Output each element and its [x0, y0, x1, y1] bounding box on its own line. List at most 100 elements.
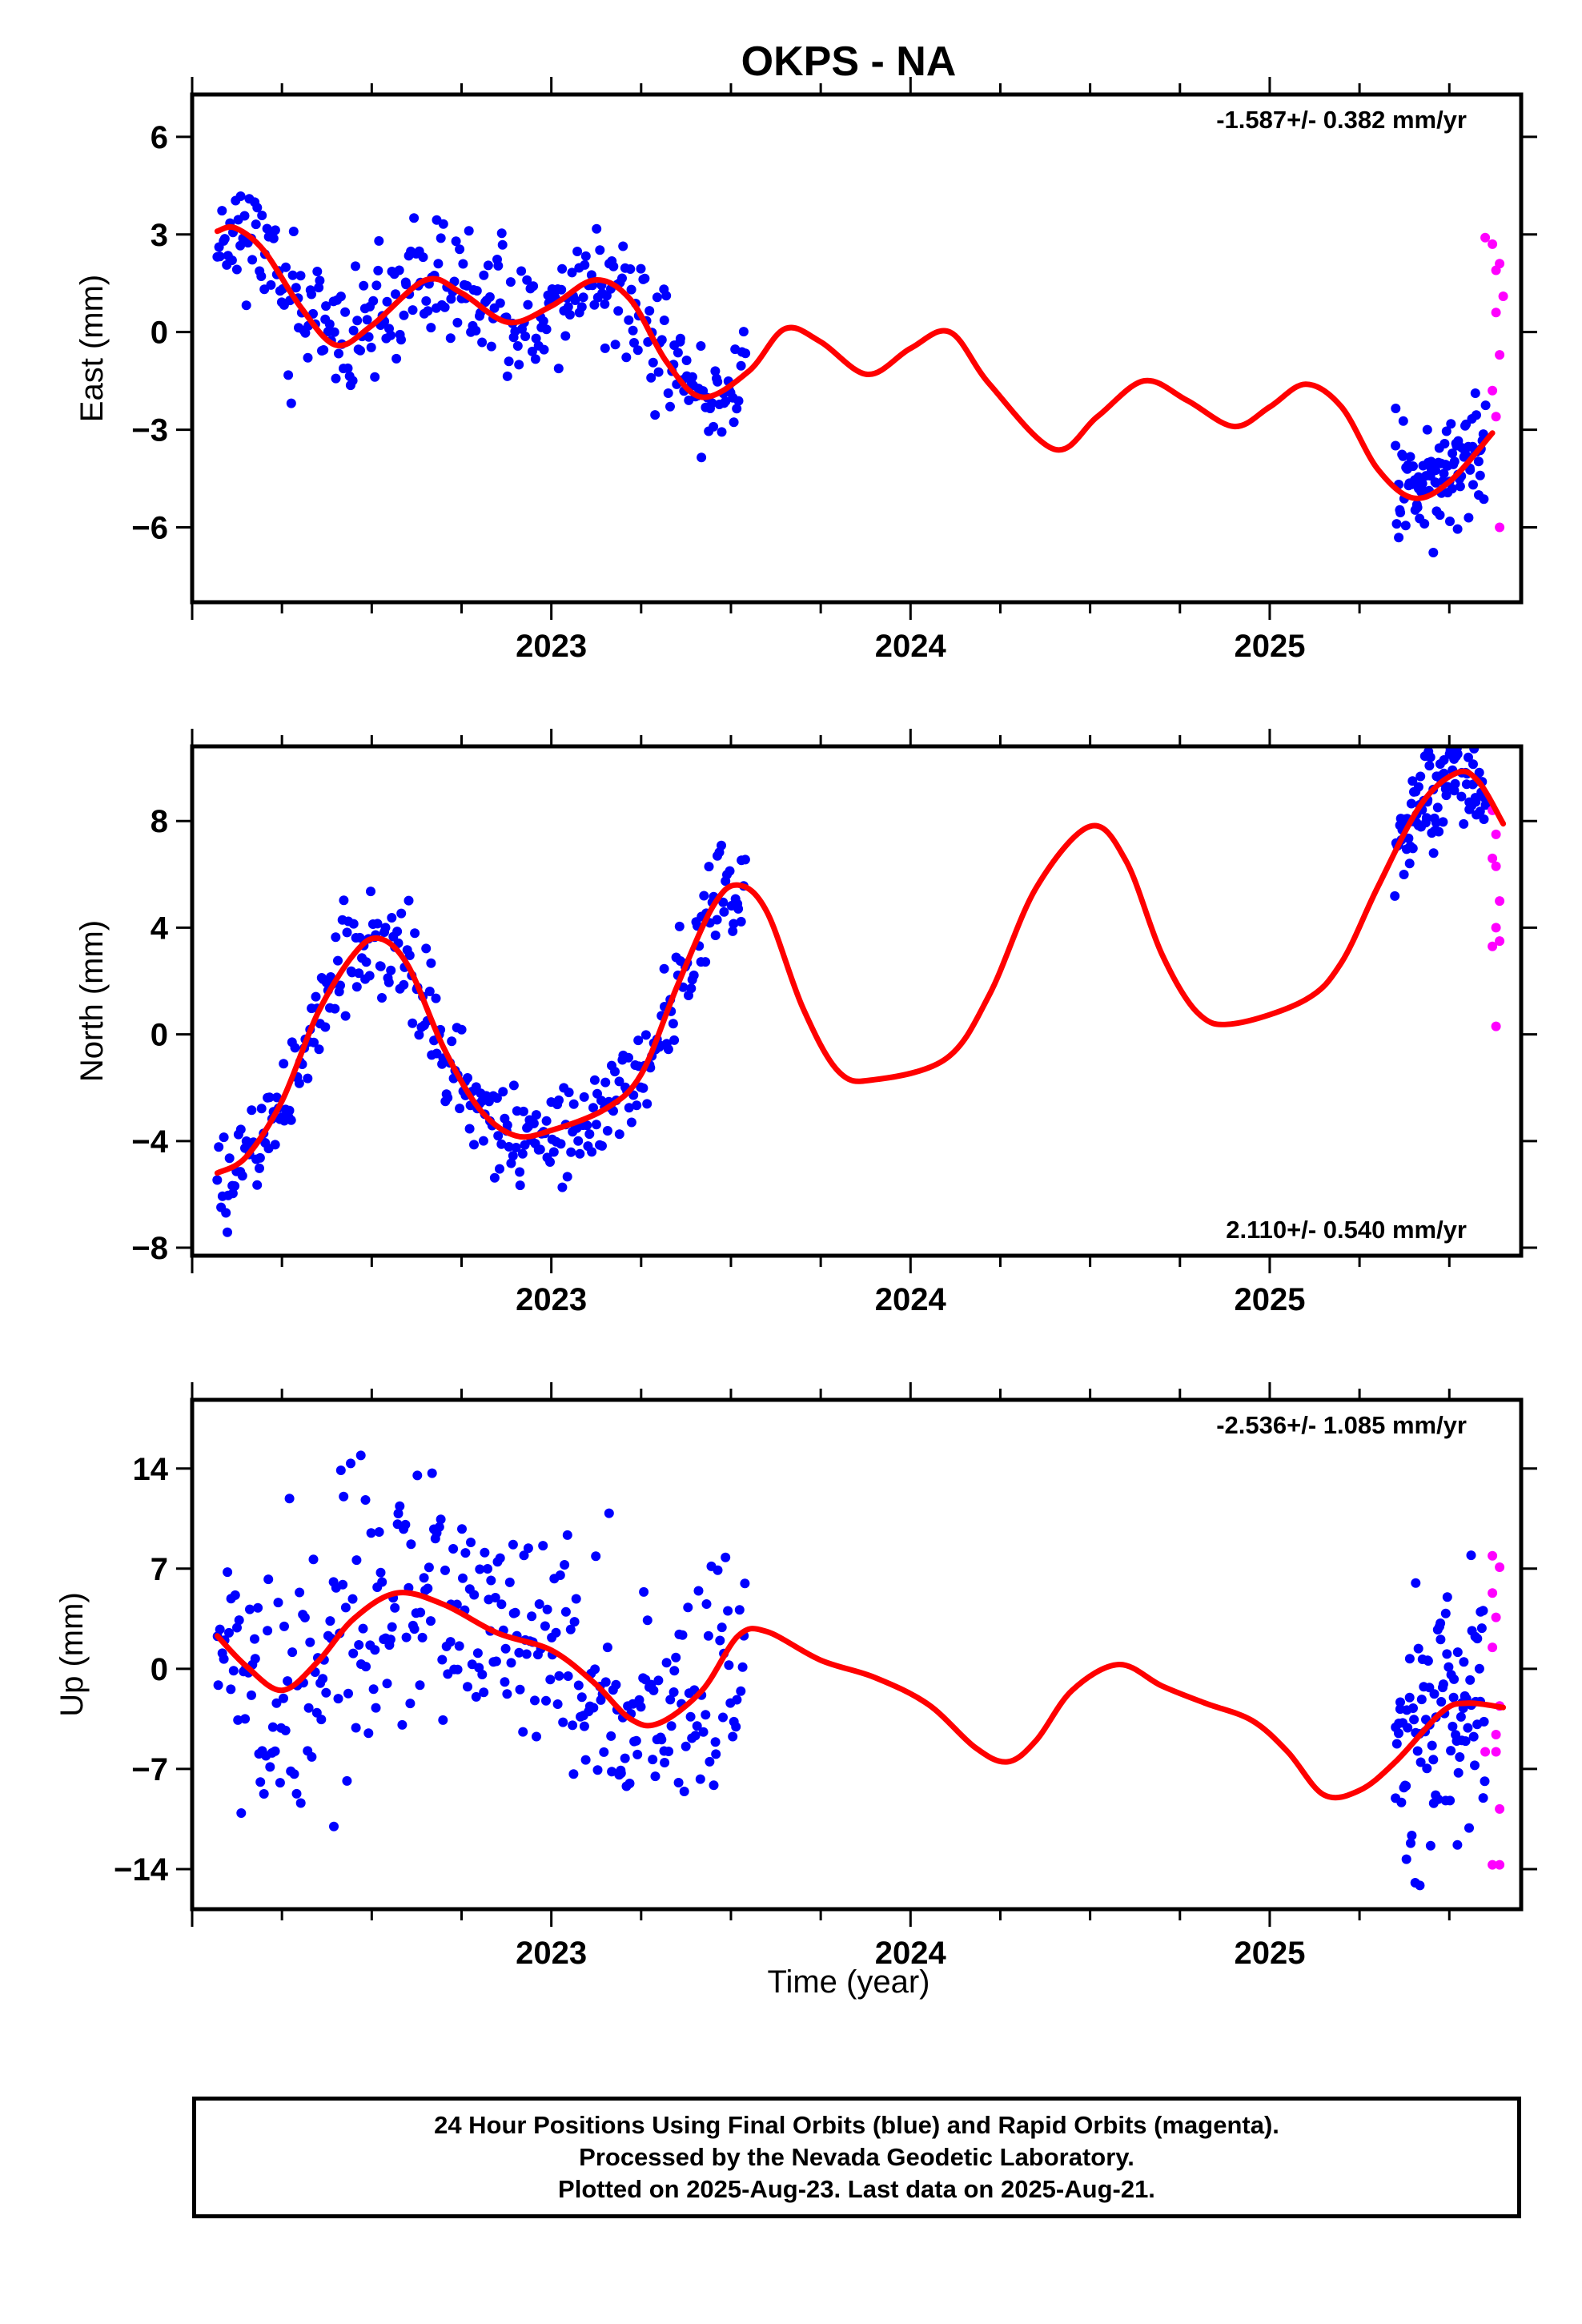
north-final-point — [591, 1120, 601, 1130]
up-final-point — [636, 1702, 646, 1712]
north-final-point — [633, 1035, 644, 1046]
up-final-point — [573, 1680, 584, 1691]
up-final-point — [565, 1624, 576, 1634]
east-final-point — [493, 260, 504, 271]
east-final-point — [251, 219, 261, 230]
north-final-point — [375, 961, 386, 971]
east-final-point — [409, 213, 420, 223]
up-final-point — [223, 1567, 233, 1578]
north-final-point — [1434, 826, 1444, 837]
up-final-point — [1480, 1776, 1490, 1787]
east-x-tick-label: 2025 — [1234, 629, 1305, 664]
up-final-point — [632, 1749, 643, 1759]
up-final-point — [558, 1717, 568, 1727]
north-final-point — [686, 983, 697, 994]
up-final-point — [436, 1514, 446, 1525]
east-final-point — [355, 345, 365, 356]
up-final-point — [340, 1602, 351, 1613]
up-final-point — [417, 1632, 428, 1642]
north-final-point — [330, 1003, 340, 1014]
north-final-point — [1464, 752, 1473, 762]
east-final-point — [1446, 419, 1456, 429]
up-final-point — [1456, 1711, 1466, 1722]
up-final-point — [284, 1494, 295, 1504]
east-final-point — [1470, 388, 1480, 398]
east-final-point — [1394, 533, 1404, 543]
north-model-curve — [214, 768, 1507, 1176]
up-final-point — [1446, 1746, 1456, 1756]
north-final-point — [712, 915, 722, 925]
east-final-point — [613, 306, 624, 316]
up-final-point — [554, 1671, 564, 1681]
up-final-point — [434, 1522, 444, 1532]
up-final-point — [1401, 1781, 1411, 1791]
east-final-point — [362, 315, 372, 325]
north-final-point — [1438, 817, 1448, 827]
east-rate-label: -1.587+/- 0.382 mm/yr — [1216, 106, 1467, 134]
up-final-point — [479, 1687, 489, 1698]
up-final-point — [347, 1594, 358, 1604]
north-final-point — [342, 927, 352, 938]
north-final-point — [638, 1083, 648, 1093]
east-final-point — [363, 332, 374, 342]
up-final-point — [437, 1655, 448, 1665]
up-final-point — [267, 1722, 278, 1732]
up-final-point — [452, 1664, 463, 1675]
north-panel: 2023 2024 2025 −8 −4 0 4 8 North (mm) 2.110+/- 0.… — [74, 729, 1537, 1317]
up-final-point — [445, 1637, 456, 1647]
up-final-point — [280, 1725, 291, 1735]
north-final-point — [573, 1136, 584, 1146]
north-final-point — [668, 1019, 678, 1029]
up-final-point — [666, 1721, 677, 1731]
north-frame — [190, 744, 1524, 1258]
up-final-point — [271, 1698, 282, 1708]
up-y-tick-label: 7 — [151, 1552, 168, 1587]
east-final-point — [644, 306, 655, 316]
up-final-point — [397, 1719, 408, 1730]
east-final-point — [370, 372, 380, 382]
up-final-point — [721, 1552, 731, 1562]
east-final-point — [713, 376, 723, 387]
up-final-point — [562, 1530, 572, 1540]
north-final-point — [582, 1120, 592, 1131]
north-y-axis-label: North (mm) — [74, 920, 110, 1082]
up-final-point — [1465, 1675, 1476, 1685]
east-final-point — [556, 284, 567, 295]
up-final-point — [604, 1508, 614, 1518]
east-final-point — [527, 346, 537, 356]
east-final-point — [1431, 465, 1440, 476]
north-final-point — [602, 1126, 612, 1136]
east-final-point — [324, 319, 335, 329]
up-final-point — [406, 1539, 416, 1550]
east-final-point — [621, 352, 632, 363]
up-final-point — [491, 1656, 501, 1667]
north-final-point — [1441, 790, 1452, 801]
north-final-point — [264, 1092, 275, 1103]
up-final-point — [275, 1778, 285, 1788]
north-final-point — [1406, 798, 1416, 809]
up-final-point — [287, 1647, 298, 1658]
north-final-point — [219, 1132, 229, 1143]
east-final-point — [717, 427, 727, 437]
up-final-point — [1452, 1647, 1463, 1658]
east-final-point — [477, 337, 488, 348]
up-final-point — [1440, 1608, 1451, 1618]
up-final-point — [263, 1626, 273, 1636]
north-final-point — [626, 1117, 636, 1128]
up-final-point — [534, 1599, 544, 1609]
up-final-point — [295, 1798, 306, 1808]
up-final-point — [1404, 1692, 1415, 1703]
north-final-point — [508, 1080, 519, 1091]
east-final-point — [295, 271, 306, 281]
north-final-point — [717, 840, 726, 850]
north-final-point — [1452, 749, 1463, 759]
up-final-point — [358, 1623, 368, 1634]
east-final-point — [617, 273, 627, 283]
up-final-point — [1455, 1752, 1465, 1762]
up-final-point — [354, 1640, 364, 1650]
east-final-point — [219, 234, 230, 244]
east-final-point — [648, 357, 658, 368]
up-final-point — [368, 1684, 379, 1695]
north-final-point — [227, 1188, 238, 1199]
up-rapid-point — [1495, 1860, 1505, 1870]
